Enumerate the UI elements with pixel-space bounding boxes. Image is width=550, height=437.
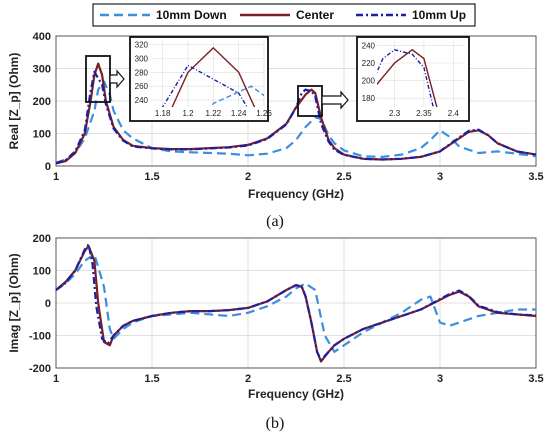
x-tick-label-a: 3 [437, 171, 443, 183]
y-tick-label-a: 200 [33, 96, 51, 108]
y-tick-label-a: 300 [33, 64, 51, 76]
inset-y-tick-label: 280 [135, 68, 149, 77]
plot-frame-b [55, 237, 537, 369]
zoom-arrow-icon [109, 69, 125, 89]
y-tick-label-b: -200 [29, 363, 51, 375]
zoom-arrow-icon [321, 90, 349, 110]
inset-x-tick-label: 2.35 [416, 109, 432, 118]
y-tick-label-a: 100 [33, 129, 51, 141]
legend-label-center: Center [296, 8, 334, 22]
y-tick-label-b: -100 [29, 331, 51, 343]
inset-y-tick-label: 240 [135, 96, 149, 105]
series-line-10mm-down-b [55, 253, 536, 353]
y-axis-label-a: Real [Z_p] (Ohm) [7, 53, 21, 150]
x-tick-label-b: 1.5 [144, 373, 159, 385]
x-tick-label-a: 2 [245, 171, 251, 183]
inset-y-tick-label: 300 [135, 54, 149, 63]
inset-y-tick-label: 240 [362, 41, 376, 50]
inset-y-tick-label: 200 [362, 77, 376, 86]
panel-label-b: (b) [266, 415, 285, 432]
inset-y-tick-label: 260 [135, 82, 149, 91]
panel-label-a: (a) [266, 213, 284, 230]
inset-frame-1 [129, 36, 269, 122]
y-tick-label-b: 200 [33, 233, 51, 245]
chart-b: Frequency (GHz) Imag [Z_p] (Ohm) (b) 1 1.… [7, 233, 544, 432]
legend-label-10mm-up: 10mm Up [412, 8, 466, 22]
x-tick-label-b: 1 [53, 373, 59, 385]
inset-x-tick-label: 1.24 [231, 109, 247, 118]
x-axis-label-b: Frequency (GHz) [248, 387, 344, 401]
x-tick-label-a: 3.5 [528, 171, 543, 183]
inset-y-tick-label: 220 [362, 59, 376, 68]
y-tick-label-b: 100 [33, 266, 51, 278]
series-line-10mm-up-a [55, 70, 537, 165]
legend: 10mm Down Center 10mm Up [92, 3, 476, 27]
chart-a: Frequency (GHz) Real [Z_p] (Ohm) (a) 1 1.… [7, 31, 544, 230]
inset-y-tick-label: 180 [362, 94, 376, 103]
inset-y-tick-label: 320 [135, 40, 149, 49]
inset-x-tick-label: 1.26 [256, 109, 272, 118]
y-axis-label-b: Imag [Z_p] (Ohm) [7, 253, 21, 352]
inset-series-line-10mm-down [210, 85, 264, 107]
x-tick-label-b: 3.5 [528, 373, 543, 385]
inset-x-tick-label: 1.2 [182, 109, 194, 118]
x-axis-label-a: Frequency (GHz) [248, 187, 344, 201]
inset-series-line-10mm-up [161, 64, 248, 107]
x-tick-label-b: 3 [437, 373, 443, 385]
x-tick-label-a: 2.5 [336, 171, 351, 183]
y-tick-label-a: 0 [45, 161, 51, 173]
y-tick-label-b: 0 [45, 298, 51, 310]
inset-x-tick-label: 1.22 [206, 109, 222, 118]
x-tick-label-a: 1.5 [144, 171, 159, 183]
x-tick-label-b: 2 [245, 373, 251, 385]
series-line-10mm-up-b [55, 243, 537, 361]
series-line-10mm-down-a [55, 80, 537, 164]
inset-x-tick-label: 2.4 [448, 109, 460, 118]
inset-series-line-center [171, 46, 256, 107]
x-tick-label-a: 1 [53, 171, 59, 183]
x-tick-label-b: 2.5 [336, 373, 351, 385]
y-tick-label-a: 400 [33, 31, 51, 43]
plot-frame-a [55, 35, 537, 167]
legend-label-10mm-down: 10mm Down [156, 8, 227, 22]
inset-x-tick-label: 1.18 [155, 109, 171, 118]
inset-x-tick-label: 2.3 [389, 109, 401, 118]
